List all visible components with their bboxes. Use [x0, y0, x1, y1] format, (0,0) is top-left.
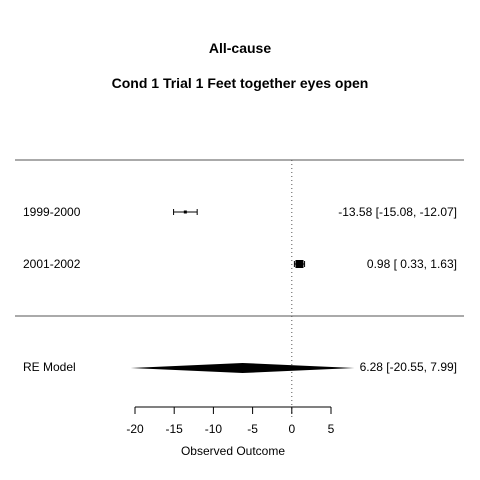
study-point: [295, 260, 304, 268]
study-annotation: -13.58 [-15.08, -12.07]: [338, 205, 457, 219]
summary-diamond: [130, 363, 355, 373]
study-label: 2001-2002: [23, 257, 81, 271]
x-tick-label: -10: [205, 422, 223, 436]
study-label: 1999-2000: [23, 205, 81, 219]
chart-title: All-cause: [209, 40, 271, 56]
chart-subtitle: Cond 1 Trial 1 Feet together eyes open: [112, 75, 369, 91]
study-point: [183, 210, 187, 214]
x-tick-label: 5: [328, 422, 335, 436]
summary-label: RE Model: [23, 360, 76, 374]
x-tick-label: 0: [288, 422, 295, 436]
x-tick-label: -5: [247, 422, 258, 436]
x-tick-label: -20: [126, 422, 144, 436]
x-axis: -20 -15 -10 -5 0 5: [126, 406, 335, 436]
study-annotation: 0.98 [ 0.33, 1.63]: [367, 257, 457, 271]
summary-annotation: 6.28 [-20.55, 7.99]: [360, 360, 457, 374]
x-tick-label: -15: [166, 422, 184, 436]
x-axis-label: Observed Outcome: [181, 444, 285, 458]
